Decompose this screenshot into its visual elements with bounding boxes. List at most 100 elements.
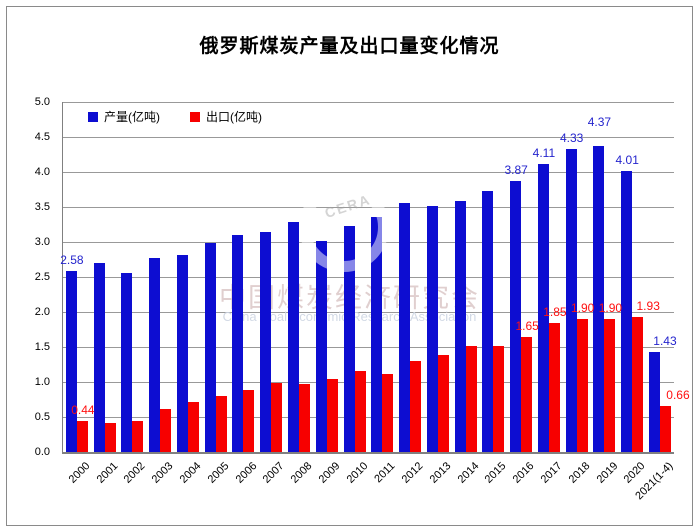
export-value-label: 1.65 <box>515 318 539 333</box>
gridline <box>63 312 674 313</box>
bar-group-2000: 2.58 0.44 <box>60 102 95 452</box>
export-bar <box>576 319 588 452</box>
bar-group-2020: 4.01 1.93 <box>615 102 660 452</box>
export-bar <box>382 374 394 452</box>
bar-group-2011 <box>368 102 396 452</box>
production-bar <box>565 148 577 452</box>
bar-group-2013 <box>424 102 452 452</box>
export-bar <box>299 384 310 452</box>
gridline <box>63 102 674 103</box>
legend-item-production: 产量(亿吨) <box>88 108 160 125</box>
production-bar <box>149 258 161 452</box>
y-axis-tick-label: 0.0 <box>34 446 50 458</box>
production-bar <box>537 164 549 452</box>
bar-group-2015 <box>479 102 507 452</box>
export-value-label: 1.93 <box>636 298 660 313</box>
production-bar <box>232 235 244 452</box>
bar-group-2008 <box>285 102 313 452</box>
chart-title: 俄罗斯煤炭产量及出口量变化情况 <box>199 36 500 57</box>
bar-group-2002 <box>119 102 147 452</box>
production-bar <box>343 225 355 452</box>
production-bar <box>593 146 605 452</box>
bar-group-2018: 4.33 1.90 <box>559 102 595 452</box>
export-value-label: 0.44 <box>71 403 95 418</box>
export-bar <box>604 319 616 452</box>
production-value-label: 3.87 <box>504 163 528 178</box>
export-bar <box>160 409 172 452</box>
export-bar <box>243 389 255 452</box>
production-bar <box>454 201 466 452</box>
export-bar <box>104 423 116 452</box>
y-axis-tick-label: 3.0 <box>34 236 50 248</box>
production-bar <box>65 271 77 452</box>
production-bar <box>260 232 272 452</box>
bar-group-2004 <box>174 102 202 452</box>
y-axis-tick-label: 4.0 <box>34 166 50 178</box>
bar-group-2017: 4.11 1.85 <box>533 102 567 452</box>
export-value-label: 1.90 <box>598 301 623 315</box>
export-bar <box>187 401 199 452</box>
export-swatch-icon <box>190 111 200 122</box>
y-axis-tick-label: 2.0 <box>34 306 50 318</box>
export-bar <box>632 316 644 452</box>
production-bar <box>648 351 660 452</box>
production-bar <box>204 242 216 452</box>
production-bar <box>288 221 299 452</box>
production-value-label: 4.33 <box>559 130 584 145</box>
production-value-label: 4.01 <box>615 153 639 168</box>
export-bar <box>521 336 533 452</box>
production-bar <box>621 171 633 452</box>
export-bar <box>271 383 283 452</box>
bar-group-2021(1-4): 1.43 0.66 <box>646 102 690 452</box>
export-bar <box>410 361 422 452</box>
production-swatch-icon <box>88 111 98 122</box>
export-bar <box>465 345 477 452</box>
bar-group-2001 <box>91 102 119 452</box>
export-bar <box>354 370 366 452</box>
production-bar <box>371 216 383 452</box>
y-axis: 5.0 4.5 4.0 3.5 3.0 2.5 2.0 1.5 1.0 0.5 0.0 <box>14 96 50 462</box>
legend-item-export: 出口(亿吨) <box>190 108 262 125</box>
bar-group-2003 <box>146 102 174 452</box>
gridline <box>63 277 674 278</box>
bar-group-2012 <box>396 102 424 452</box>
export-bar <box>437 354 449 452</box>
export-bar <box>132 421 144 452</box>
bar-group-2006 <box>230 102 258 452</box>
y-axis-tick-label: 3.5 <box>34 201 50 213</box>
x-axis: 2000 2001 2002 2003 2004 2005 2006 2007 2008 2009… <box>62 458 676 524</box>
y-axis-tick-label: 2.5 <box>34 271 50 283</box>
gridline <box>63 347 674 348</box>
gridline <box>63 382 674 383</box>
bar-group-2019: 4.37 1.90 <box>587 102 623 452</box>
y-axis-tick-label: 1.0 <box>34 376 50 388</box>
production-bar <box>482 190 494 452</box>
chart-frame <box>6 6 693 526</box>
gridline <box>63 137 674 138</box>
production-bar <box>315 241 327 452</box>
bar-groups: 2.58 0.44 3.87 1.65 4.11 1.85 4.33 1.90 4.37 1.90… <box>60 102 690 452</box>
export-value-label: 0.66 <box>666 387 690 402</box>
export-value-label: 1.90 <box>570 301 595 315</box>
y-axis-tick-label: 5.0 <box>34 96 50 108</box>
gridline <box>63 172 674 173</box>
production-bar <box>399 202 411 452</box>
bar-group-2005 <box>202 102 230 452</box>
y-axis-tick-label: 0.5 <box>34 411 50 423</box>
y-axis-tick-label: 4.5 <box>34 131 50 143</box>
watermark-logo-circle-icon <box>299 182 389 272</box>
export-bar <box>215 396 227 452</box>
export-bar <box>76 421 88 452</box>
y-axis-tick-label: 1.5 <box>34 341 50 353</box>
bar-group-2007 <box>257 102 285 452</box>
export-bar <box>326 378 338 452</box>
export-value-label: 1.85 <box>543 304 567 319</box>
legend-label-export: 出口(亿吨) <box>206 110 262 124</box>
production-value-label: 4.37 <box>587 115 612 130</box>
bar-group-2016: 3.87 1.65 <box>504 102 539 452</box>
export-bar <box>493 345 505 452</box>
bar-group-2014 <box>452 102 480 452</box>
legend-label-production: 产量(亿吨) <box>104 110 160 124</box>
plot-area: 2.58 0.44 3.87 1.65 4.11 1.85 4.33 1.90 4.37 1.90… <box>60 102 690 453</box>
